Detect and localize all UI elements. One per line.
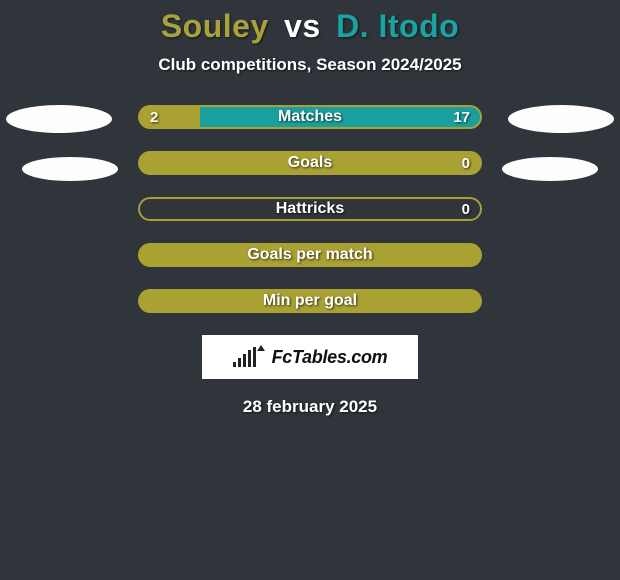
player2-badge-top: [508, 105, 614, 133]
player1-badge-mid: [22, 157, 118, 181]
bar-label: Min per goal: [138, 289, 482, 313]
subtitle: Club competitions, Season 2024/2025: [0, 55, 620, 75]
bar-label: Matches: [138, 105, 482, 129]
bar-label: Goals per match: [138, 243, 482, 267]
bar-value-right: 0: [462, 151, 470, 175]
logo-arrow-icon: [257, 345, 265, 351]
logo-box: FcTables.com: [202, 335, 418, 379]
player2-badge-mid: [502, 157, 598, 181]
player1-name: Souley: [161, 8, 269, 44]
logo-text: FcTables.com: [272, 347, 388, 368]
stat-bar-matches: Matches2 17: [138, 105, 482, 129]
stat-bar-min-per-goal: Min per goal: [138, 289, 482, 313]
logo-bars-icon: [233, 347, 256, 367]
stat-bar-hattricks: Hattricks0: [138, 197, 482, 221]
player1-badge-top: [6, 105, 112, 133]
logo: FcTables.com: [233, 347, 388, 368]
bar-value-left: 2: [150, 105, 158, 129]
bars-container: Matches217Goals0Hattricks0Goals per matc…: [138, 105, 482, 313]
vs-text: vs: [284, 8, 321, 44]
stat-bar-goals: Goals0: [138, 151, 482, 175]
date-text: 28 february 2025: [0, 397, 620, 417]
bar-value-right: 17: [453, 105, 470, 129]
stat-bar-goals-per-match: Goals per match: [138, 243, 482, 267]
bar-label: Hattricks: [138, 197, 482, 221]
bar-label: Goals: [138, 151, 482, 175]
chart-area: Matches217Goals0Hattricks0Goals per matc…: [0, 105, 620, 313]
bar-value-right: 0: [462, 197, 470, 221]
comparison-title: Souley vs D. Itodo: [0, 0, 620, 45]
player2-name: D. Itodo: [336, 8, 459, 44]
